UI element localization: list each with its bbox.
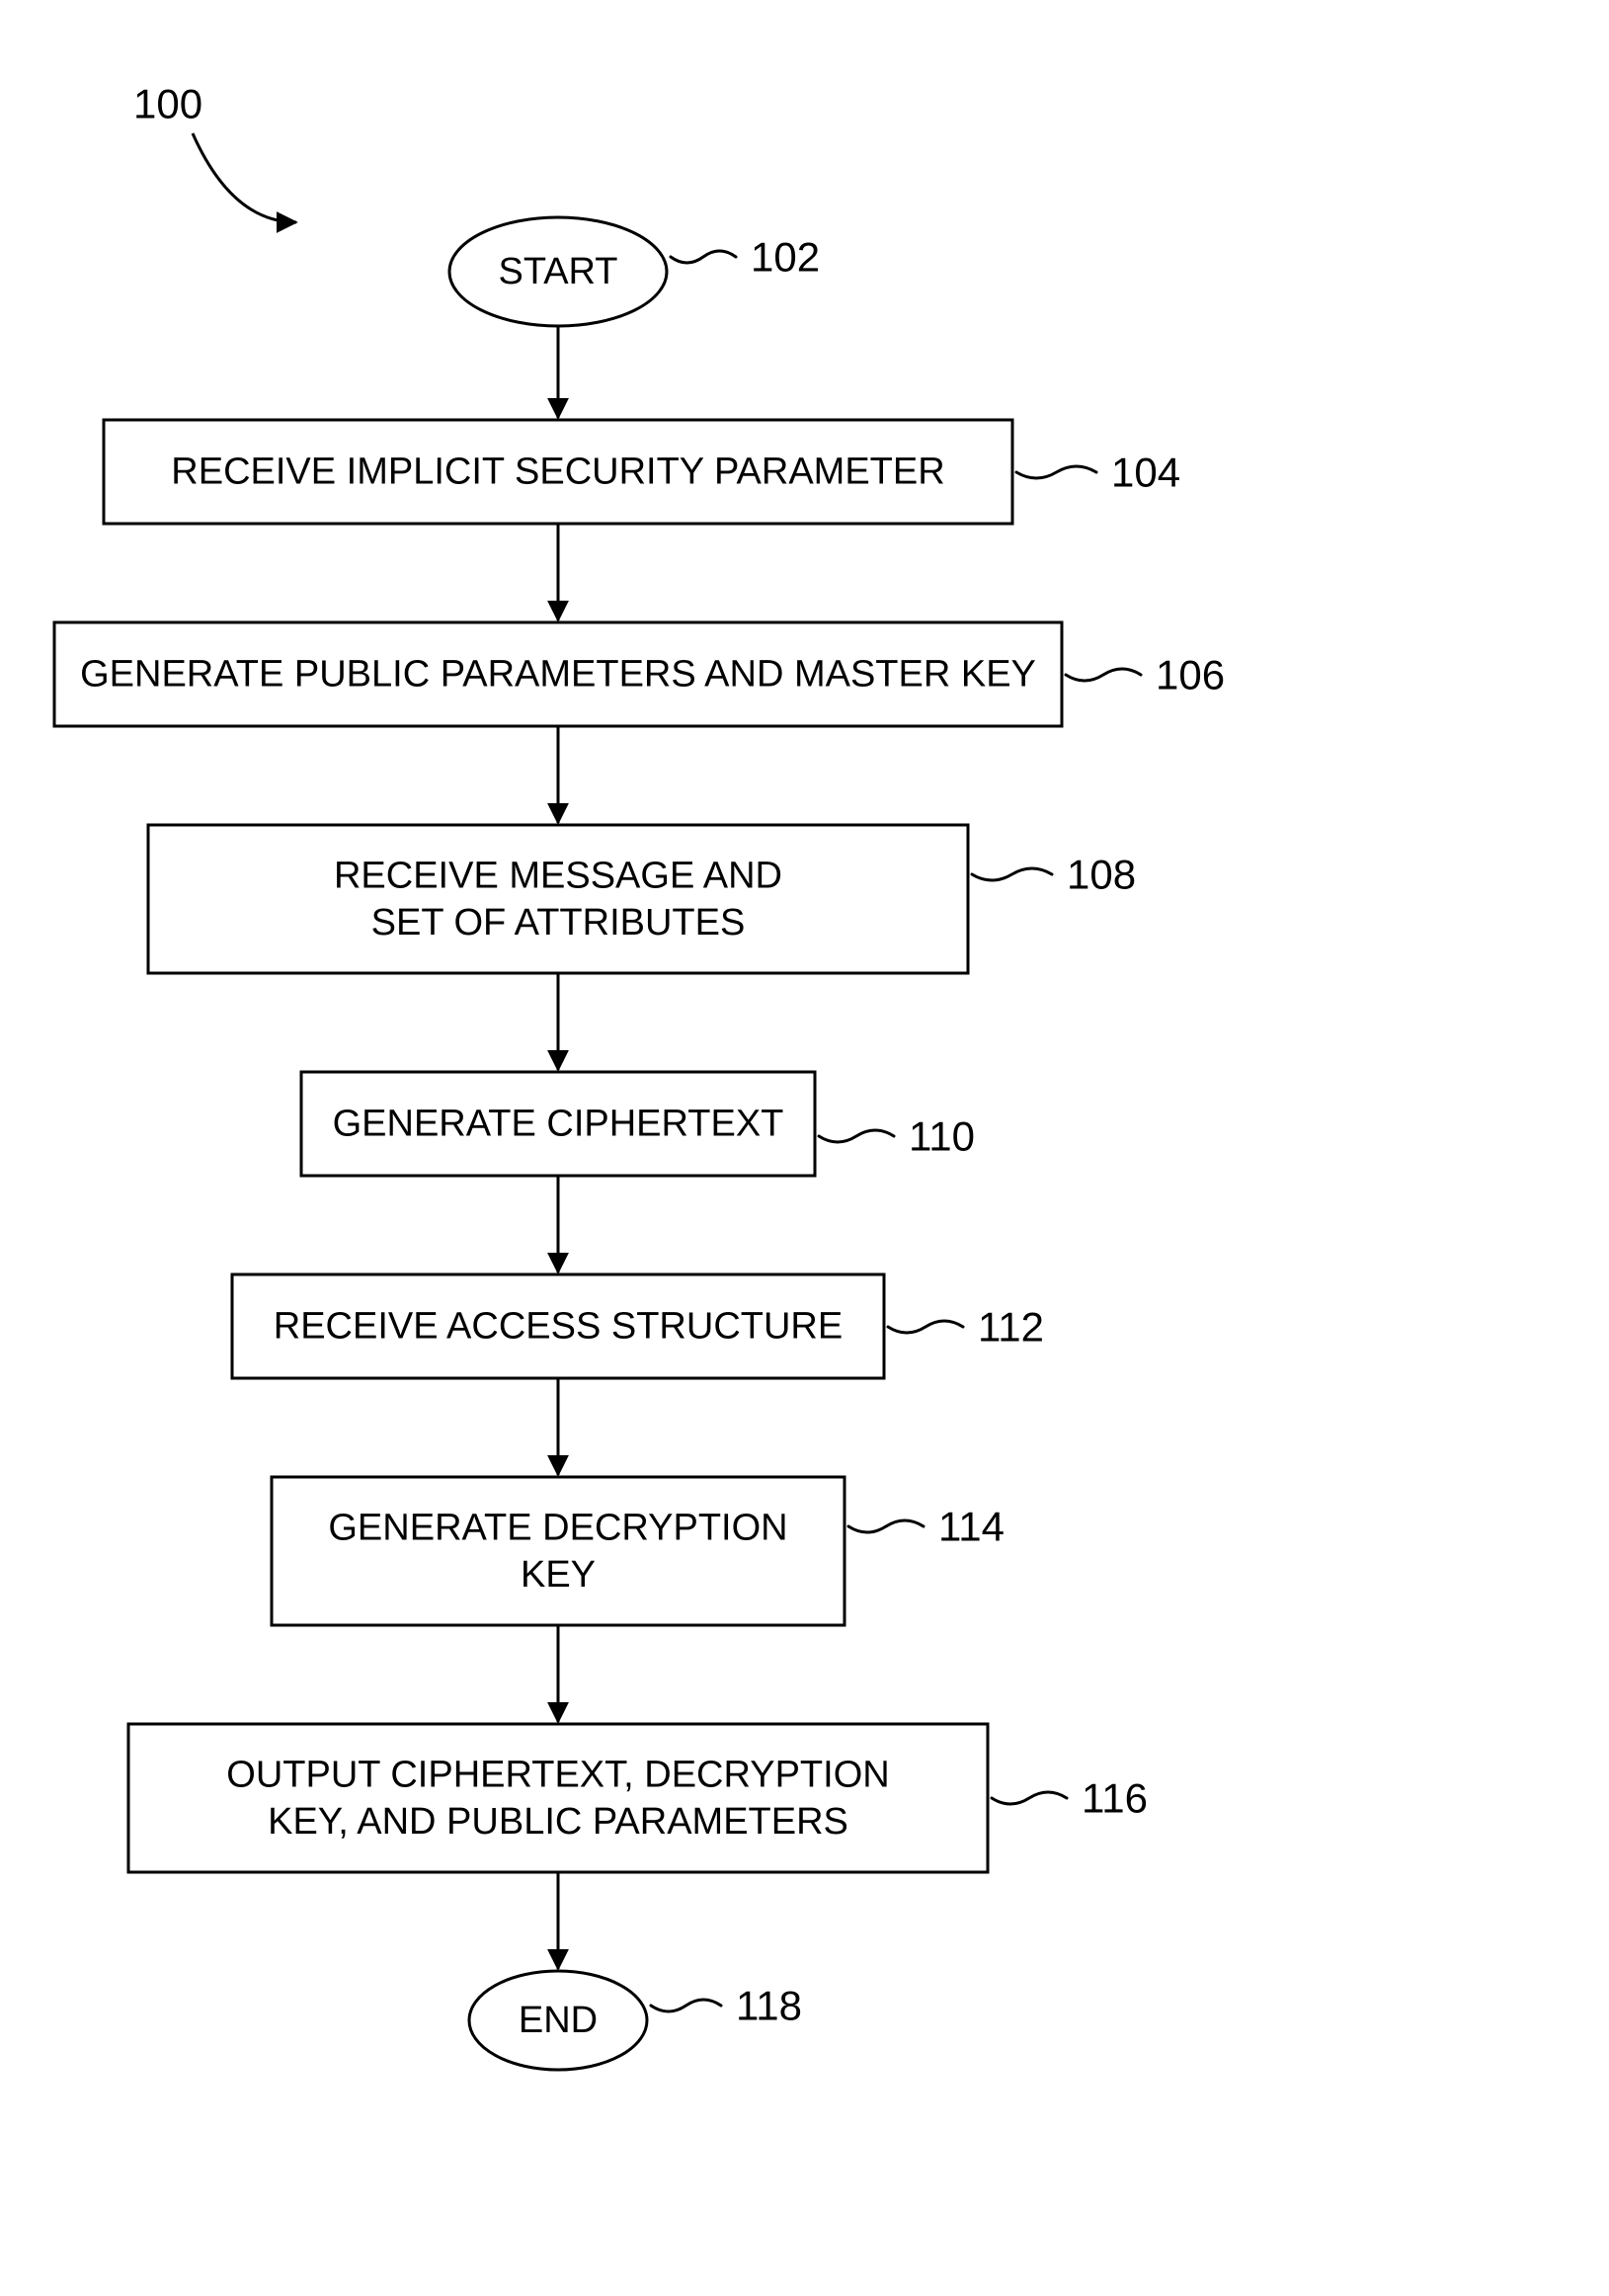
process-box-110-line1: GENERATE CIPHERTEXT [333, 1104, 784, 1145]
process-box-108-line1: RECEIVE MESSAGE AND [334, 855, 782, 896]
process-box-104-line1: RECEIVE IMPLICIT SECURITY PARAMETER [171, 451, 944, 493]
process-box-114-line1: GENERATE DECRYPTION [328, 1507, 787, 1548]
figure-ref-100-arrow [193, 133, 296, 222]
process-box-112-line1: RECEIVE ACCESS STRUCTURE [274, 1306, 843, 1348]
process-box-116-line2: KEY, AND PUBLIC PARAMETERS [268, 1801, 848, 1843]
ref-label-118: 118 [736, 1983, 802, 2029]
process-box-108-line2: SET OF ATTRIBUTES [371, 902, 746, 943]
ref-label-110: 110 [909, 1113, 975, 1160]
ref-label-114: 114 [938, 1504, 1005, 1550]
terminal-end-label: END [519, 2000, 598, 2041]
process-box-106-line1: GENERATE PUBLIC PARAMETERS AND MASTER KE… [80, 654, 1036, 696]
ref-label-102: 102 [751, 234, 820, 281]
terminal-start-label: START [498, 251, 617, 292]
process-box-116-line1: OUTPUT CIPHERTEXT, DECRYPTION [226, 1754, 889, 1795]
figure-ref-100: 100 [133, 81, 202, 127]
process-box-114 [272, 1477, 845, 1625]
ref-label-106: 106 [1156, 652, 1225, 698]
ref-label-116: 116 [1082, 1775, 1148, 1822]
ref-label-112: 112 [978, 1304, 1044, 1351]
process-box-114-line2: KEY [521, 1554, 596, 1596]
ref-label-104: 104 [1111, 450, 1180, 496]
process-box-116 [128, 1724, 988, 1872]
flowchart-diagram: 100 START 102 RECEIVE IMPLICIT SECURITY PAR… [0, 0, 1609, 2296]
ref-label-108: 108 [1067, 852, 1136, 898]
process-box-108 [148, 825, 968, 973]
